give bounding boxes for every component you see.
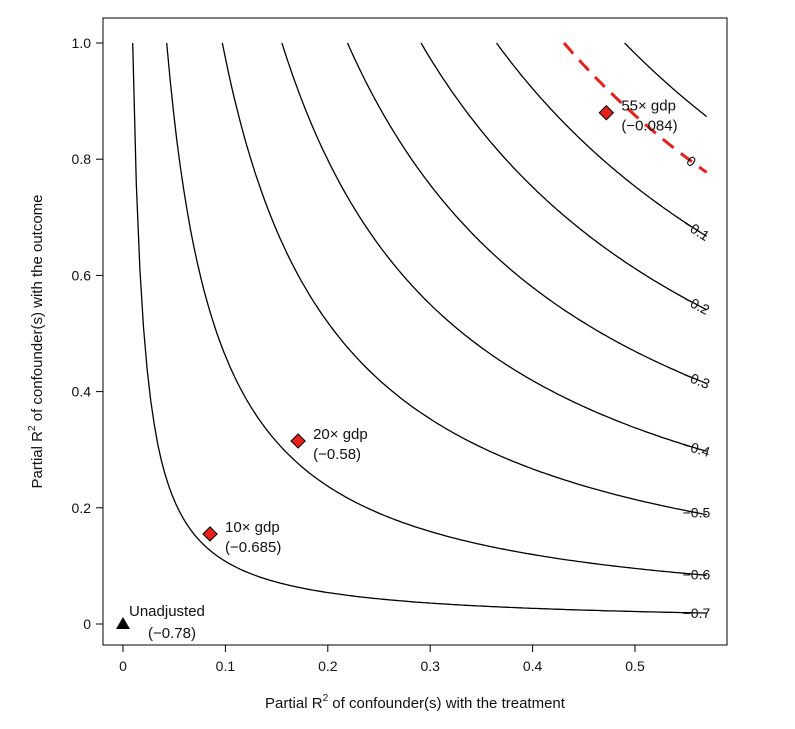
y-tick-label: 0.6: [72, 267, 92, 283]
x-axis-title: Partial R2 of confounder(s) with the tre…: [265, 693, 566, 712]
contour-line: [624, 42, 708, 118]
point-marker: [116, 617, 130, 629]
x-tick-label: 0.3: [420, 658, 440, 674]
data-points: Unadjusted (−0.78) 10× gdp (−0.685) 20× gdp (…: [116, 98, 678, 642]
contour-label: −0.3: [681, 367, 713, 392]
y-axis-title: Partial R2 of confounder(s) with the out…: [27, 194, 46, 488]
point-label: 20× gdp: [313, 426, 368, 443]
contour-label: 0: [683, 153, 699, 171]
contour-label: −0.7: [683, 605, 711, 621]
contour-line: [132, 42, 707, 614]
x-axis: 0 0.1 0.2 0.3 0.4 0.5: [119, 645, 645, 674]
x-tick-label: 0.2: [318, 658, 338, 674]
contour-lines: [132, 41, 708, 614]
x-tick-label: 0.5: [625, 658, 645, 674]
x-tick-label: 0: [119, 658, 127, 674]
contour-label: −0.1: [680, 216, 712, 244]
point-value: (−0.58): [313, 446, 361, 463]
y-tick-label: 0: [83, 616, 91, 632]
x-tick-label: 0.1: [216, 658, 236, 674]
contour-labels: −0.7 −0.6 −0.5 −0.4 −0.3 −0.2 −0.1 0: [680, 153, 712, 621]
point-marker: [598, 104, 615, 121]
y-tick-label: 0.4: [72, 384, 92, 400]
contour-line: [166, 42, 707, 576]
y-axis: 0 0.2 0.4 0.6 0.8 1.0: [72, 35, 103, 632]
point-marker: [290, 433, 306, 449]
point-label: 10× gdp: [225, 519, 280, 536]
contour-label: −0.6: [683, 566, 711, 582]
y-tick-label: 0.8: [72, 151, 92, 167]
point-value: (−0.084): [621, 118, 677, 135]
point-marker: [202, 526, 218, 542]
point-value: (−0.685): [225, 539, 281, 556]
x-tick-label: 0.4: [523, 658, 543, 674]
contour-line: [221, 42, 707, 516]
y-tick-label: 0.2: [72, 500, 92, 516]
point-label: Unadjusted: [129, 603, 205, 620]
point-label: 55× gdp: [621, 98, 676, 115]
contour-line: [420, 42, 707, 311]
y-tick-label: 1.0: [72, 35, 92, 51]
contour-line: [281, 42, 707, 452]
contour-label: −0.5: [683, 505, 711, 521]
point-value: (−0.78): [148, 625, 196, 642]
contour-label: −0.4: [681, 437, 712, 460]
contour-line: [495, 42, 708, 237]
plot-frame: [102, 17, 728, 646]
contour-label: −0.2: [680, 291, 712, 318]
contour-line: [346, 42, 707, 385]
contour-line: [562, 41, 708, 174]
